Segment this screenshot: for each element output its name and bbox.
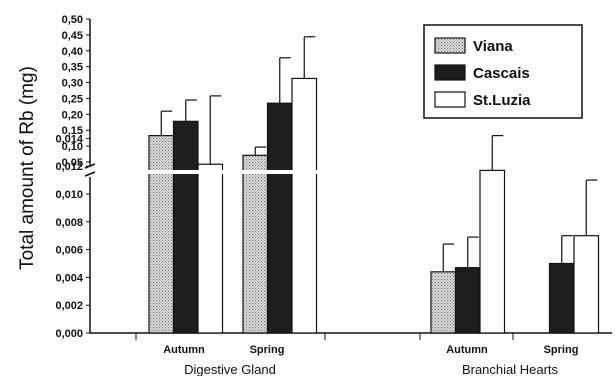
legend: Viana Cascais St.Luzia: [423, 24, 583, 119]
y-tick-label: 0,50: [62, 14, 83, 26]
y-tick-label: 0,45: [62, 30, 83, 42]
bar-cascais: [454, 267, 481, 334]
y-tick-label: 0,006: [55, 245, 83, 257]
y-tick-label: 0,30: [62, 78, 83, 90]
y-tick-label: 0,012: [55, 161, 83, 173]
y-axis-label: Total amount of Rb (mg): [17, 66, 38, 270]
legend-swatch: [434, 37, 466, 54]
legend-label: Cascais: [473, 65, 530, 82]
y-tick-label: 0,25: [62, 93, 83, 105]
y-tick-label: 0,10: [62, 141, 83, 153]
y-tick-label: 0,20: [62, 109, 83, 121]
y-tick-label: 0,05: [62, 157, 83, 169]
bar-cascais: [266, 102, 293, 334]
bar-viana: [148, 135, 175, 334]
plot-area: 0,50 0,45 0,40 0,35 0,30 0,25 0,20 0,15 0,10 0,05…: [55, 14, 612, 376]
bar-viana: [430, 271, 457, 334]
y-tick-label: 0,40: [62, 46, 83, 58]
x-category-label: Autumn: [446, 344, 488, 356]
y-tick-label: 0,008: [55, 217, 83, 229]
axis-break-mark: [84, 171, 96, 177]
x-category-label: Autumn: [163, 344, 205, 356]
bar-stluzia: [291, 77, 318, 334]
x-category-label: Spring: [250, 344, 285, 356]
legend-label: St.Luzia: [473, 92, 531, 109]
bar-stluzia: [573, 235, 600, 334]
legend-swatch: [434, 64, 466, 81]
bar-stluzia: [197, 163, 224, 334]
bar-stluzia: [479, 169, 506, 334]
x-group-label: Branchial Hearts: [462, 362, 559, 376]
bar-viana: [242, 154, 269, 334]
y-tick-label: 0,35: [62, 62, 83, 74]
y-tick-label: 0,014: [55, 133, 83, 145]
y-tick-label: 0,15: [62, 125, 83, 137]
y-tick-label: 0,010: [55, 189, 83, 201]
bar-cascais: [548, 262, 575, 334]
x-category-label: Spring: [544, 344, 579, 356]
bar-cascais: [172, 120, 199, 334]
y-tick-label: 0,004: [55, 272, 83, 284]
y-tick-label: 0,000: [55, 328, 83, 340]
legend-swatch: [434, 91, 466, 108]
x-group-label: Digestive Gland: [184, 362, 276, 376]
legend-label: Viana: [473, 38, 513, 55]
axis-break-band: [145, 170, 325, 174]
y-tick-label: 0,002: [55, 300, 83, 312]
